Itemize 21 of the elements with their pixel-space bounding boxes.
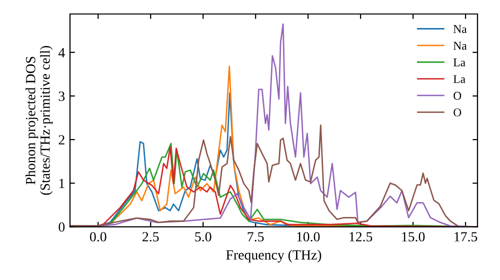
legend-label: Na [453, 42, 467, 50]
legend-label: La [453, 75, 466, 84]
y-tick-label: 3 [58, 92, 65, 101]
y-tick-label: 1 [59, 178, 64, 188]
x-tick-label: 2.5 [142, 232, 159, 242]
x-tick-label: 10.0 [297, 232, 320, 242]
legend-label: La [453, 58, 466, 66]
x-tick-label: 7.5 [248, 232, 264, 242]
y-axis-title: Phonon projected DOS (States/THz·primitive cell) [26, 46, 53, 195]
y-tick-label: 2 [58, 135, 64, 144]
legend-label: O [454, 108, 462, 116]
x-tick-label: 5.0 [195, 232, 212, 242]
x-tick-label: 15.0 [402, 232, 425, 242]
legend-label: O [454, 92, 462, 100]
x-tick-label: 12.5 [350, 232, 372, 242]
x-tick-label: 0.0 [90, 232, 106, 242]
x-axis-title: Frequency (THz) [226, 250, 322, 262]
x-tick-label: 17.5 [454, 232, 478, 242]
legend-label: Na [453, 25, 467, 34]
y-tick-label: 4 [58, 48, 65, 58]
y-tick-label: 0 [58, 222, 65, 232]
